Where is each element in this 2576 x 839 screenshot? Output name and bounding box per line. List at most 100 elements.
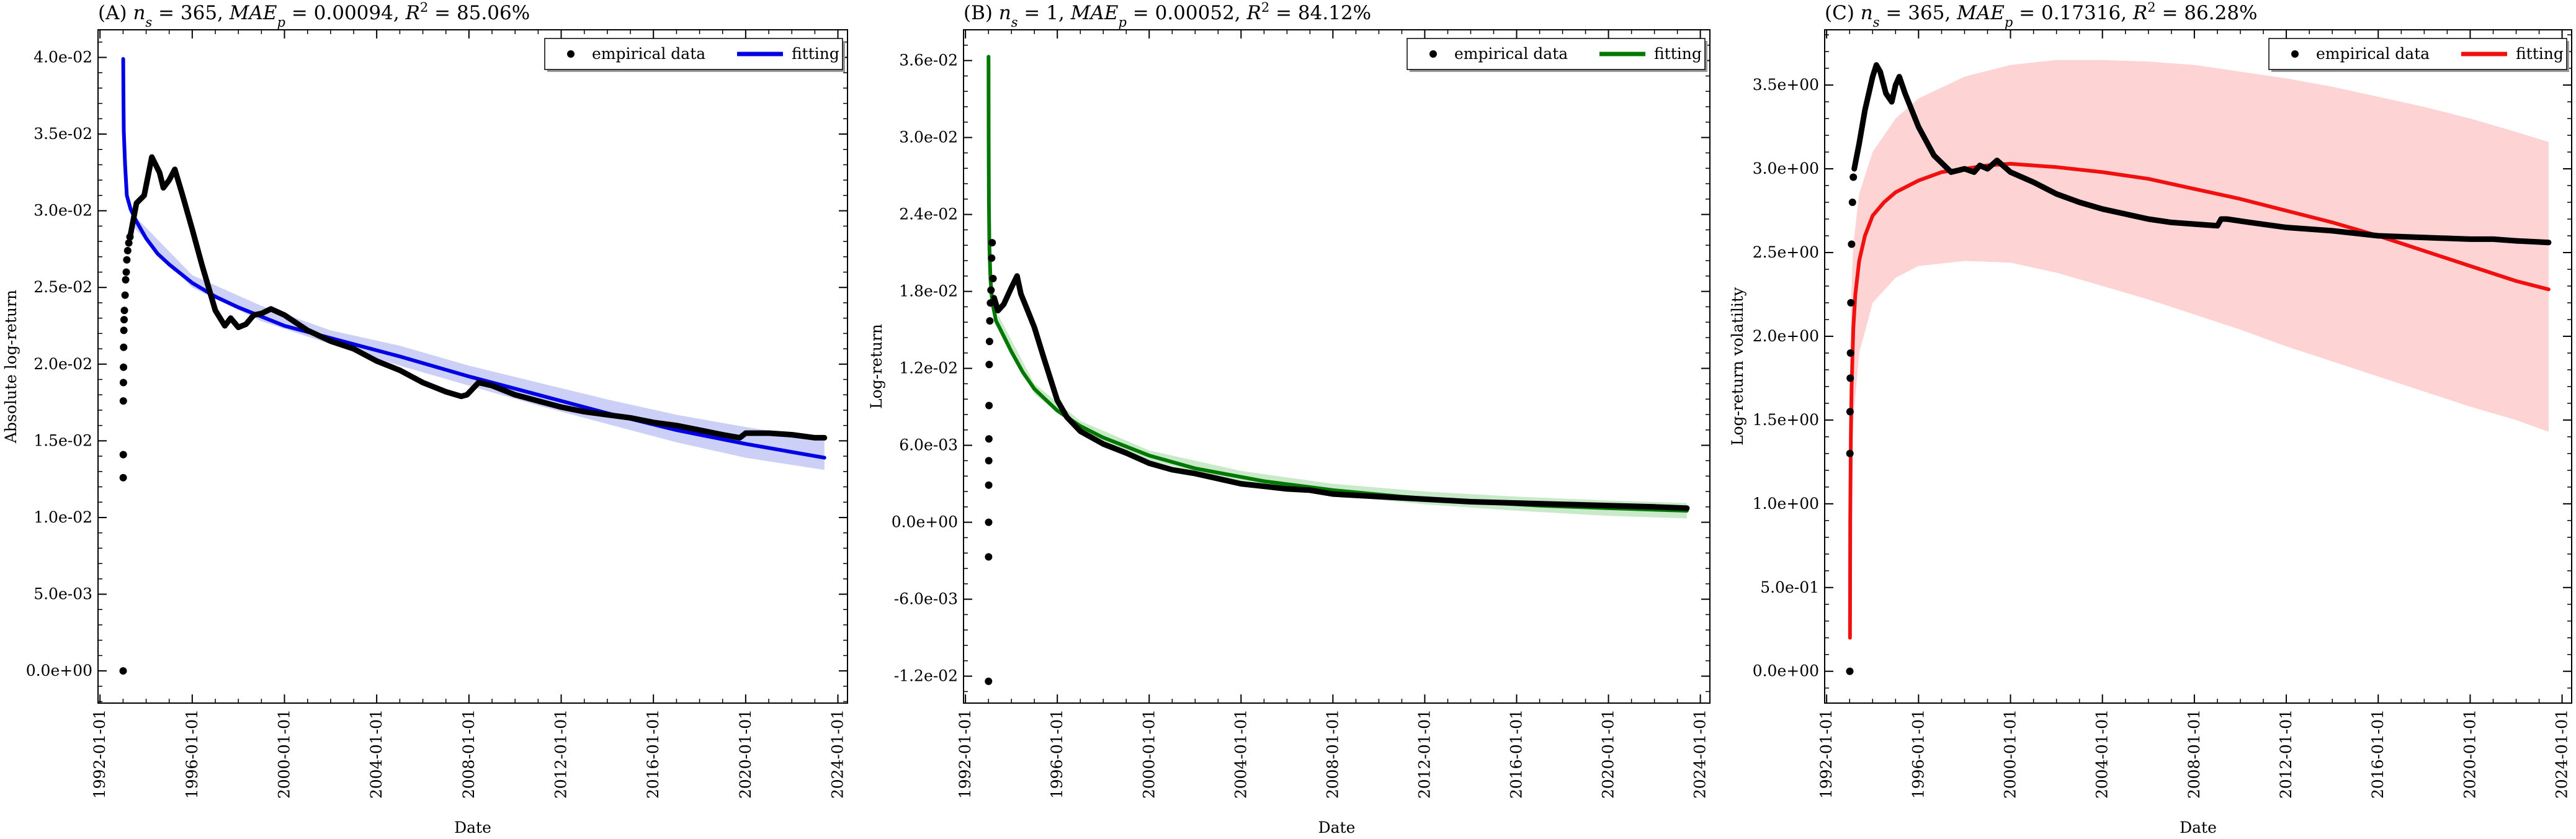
title-n: n: [133, 2, 145, 24]
empirical-data-point: [119, 667, 127, 675]
x-tick-label: 2012-01-01: [2277, 709, 2295, 799]
title-p-sub: p: [1118, 15, 1126, 30]
empirical-data-point: [119, 451, 127, 459]
empirical-data-point: [1846, 374, 1854, 382]
x-tick-label: 2004-01-01: [2093, 709, 2111, 799]
x-tick-label: 2008-01-01: [2185, 709, 2203, 799]
chart-panel-c: 0.0e+00 5.0e-01 1.0e+00 1.5e+00 2.0e+00 2.5e+…: [1729, 0, 2572, 837]
title-r-sup: 2: [1261, 0, 1269, 15]
y-axis-label: Absolute log-return: [2, 290, 20, 444]
title-s-sub: s: [1873, 15, 1880, 30]
y-axis-label: Log-return volatility: [1729, 287, 1746, 446]
y-tick-label: 0.0e+00: [1753, 662, 1819, 680]
y-tick-label: 4.0e-02: [34, 48, 92, 66]
empirical-data-point: [985, 361, 993, 369]
title-n: n: [999, 2, 1011, 24]
title-prefix: (C): [1825, 2, 1861, 24]
fitting-line: [986, 55, 1689, 513]
empirical-data-point: [126, 233, 134, 241]
empirical-data-point: [120, 316, 128, 324]
title-r-sup: 2: [420, 0, 428, 15]
y-tick-label: 2.0e-02: [34, 355, 92, 373]
empirical-data-point: [120, 307, 128, 315]
title-s-sub: s: [145, 15, 152, 30]
y-tick-label: 1.0e-02: [34, 508, 92, 526]
x-axis-label: Date: [454, 819, 491, 837]
legend-box: [2268, 38, 2567, 70]
empirical-data-point: [985, 457, 993, 465]
empirical-data-point: [119, 397, 127, 405]
y-tick-label: 5.0e-01: [1760, 578, 1819, 596]
axes-frame: [963, 29, 1711, 704]
y-tick-label: 2.5e-02: [34, 278, 92, 296]
legend-label-data: empirical data: [2316, 45, 2430, 63]
title-ns-value: = 1,: [1018, 2, 1071, 24]
x-tick-label: 2016-01-01: [644, 709, 662, 799]
y-tick-label: 3.0e+00: [1753, 159, 1819, 177]
x-tick-label: 1992-01-01: [1817, 709, 1835, 799]
empirical-data-point: [986, 317, 994, 325]
title-mae-value: = 0.00052,: [1127, 2, 1247, 24]
y-tick-label: 3.0e-02: [899, 128, 958, 146]
empirical-data-point: [986, 299, 995, 307]
panel-title: (C) ns = 365, MAEp = 0.17316, R2 = 86.28…: [1825, 0, 2258, 30]
legend-label-fit: fitting: [792, 45, 839, 63]
x-tick-label: 2024-01-01: [1691, 709, 1709, 799]
x-tick-label: 2016-01-01: [1507, 709, 1525, 799]
x-axis-label: Date: [1318, 819, 1356, 837]
title-s-sub: s: [1011, 15, 1018, 30]
x-tick-label: 1992-01-01: [956, 709, 974, 799]
title-mae: MAE: [1956, 2, 2005, 24]
x-axis-label: Date: [2180, 819, 2217, 837]
x-tick-label: 2000-01-01: [275, 709, 293, 799]
legend-box: [544, 38, 843, 70]
empirical-data-point: [125, 239, 133, 247]
x-tick-label: 2024-01-01: [829, 709, 847, 799]
empirical-data-line: [128, 154, 828, 441]
title-ns-value: = 365,: [152, 2, 230, 24]
empirical-data-point: [122, 268, 130, 276]
legend-label-data: empirical data: [592, 45, 705, 63]
y-tick-label: 1.0e+00: [1753, 495, 1819, 513]
empirical-data-point: [122, 276, 130, 284]
y-tick-label: 3.5e-02: [34, 125, 92, 143]
x-tick-label: 2008-01-01: [1323, 709, 1341, 799]
y-tick-label: 1.2e-02: [899, 359, 958, 377]
panel-title: (A) ns = 365, MAEp = 0.00094, R2 = 85.06…: [98, 0, 530, 30]
title-p-sub: p: [277, 15, 285, 30]
empirical-data-point: [1846, 408, 1854, 416]
y-tick-label: 5.0e-03: [34, 585, 92, 603]
empirical-data-point: [120, 363, 128, 371]
title-r: R: [1246, 2, 1261, 24]
empirical-data-point: [1848, 199, 1856, 206]
x-tick-label: 1992-01-01: [91, 709, 109, 799]
title-mae: MAE: [1070, 2, 1119, 24]
legend-label-fit: fitting: [1654, 45, 1702, 63]
empirical-data-point: [1849, 173, 1858, 181]
title-mae: MAE: [229, 2, 277, 24]
axes-frame: [1824, 29, 2572, 704]
legend-marker-data: [567, 50, 575, 58]
empirical-data-point: [119, 473, 127, 482]
title-mae-value: = 0.00094,: [285, 2, 406, 24]
legend-label-data: empirical data: [1454, 45, 1568, 63]
y-tick-label: 0.0e+00: [892, 513, 958, 531]
y-tick-label: 1.8e-02: [899, 282, 958, 300]
y-tick-label: 1.5e-02: [34, 431, 92, 449]
legend-label-fit: fitting: [2516, 45, 2564, 63]
y-axis-label: Log-return: [867, 324, 885, 409]
title-r2-value: = 86.28%: [2156, 2, 2258, 24]
x-tick-label: 2000-01-01: [2001, 709, 2019, 799]
empirical-data-point: [988, 239, 996, 247]
empirical-data-point: [1848, 240, 1856, 248]
title-r: R: [405, 2, 420, 24]
y-tick-label: 3.6e-02: [899, 52, 958, 70]
x-tick-label: 2016-01-01: [2369, 709, 2387, 799]
chart-panel-b: -1.2e-02 -6.0e-03 0.0e+00 6.0e-03 1.2e-02 1.8…: [867, 0, 1711, 837]
x-tick-label: 2012-01-01: [552, 709, 570, 799]
title-ns-value: = 365,: [1880, 2, 1957, 24]
confidence-band: [1851, 60, 2549, 504]
chart-panel-a: 0.0e+00 5.0e-03 1.0e-02 1.5e-02 2.0e-02 2.5e-…: [2, 0, 848, 837]
empirical-data-point: [985, 338, 993, 346]
x-tick-label: 1996-01-01: [1909, 709, 1927, 799]
